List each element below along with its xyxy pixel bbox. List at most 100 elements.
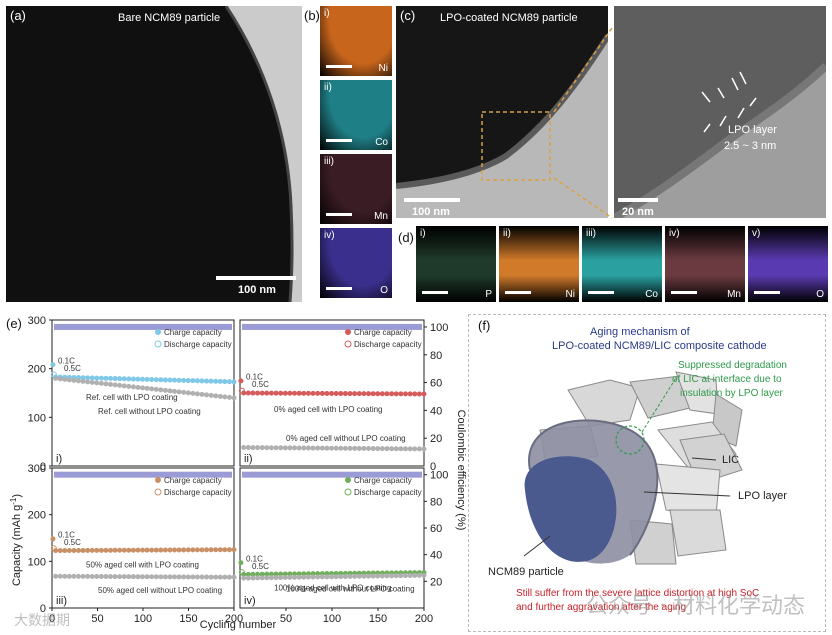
series-point — [94, 547, 100, 553]
tem-image-bare-particle — [6, 6, 302, 302]
legend-charge: Charge capacity — [164, 328, 222, 337]
series-point — [66, 573, 72, 579]
series-point — [185, 574, 191, 580]
y2-tick-label: 80 — [430, 350, 442, 362]
series-point — [149, 377, 155, 383]
tem-image-coated-particle — [396, 6, 608, 218]
series-point — [333, 390, 339, 396]
annotation-without-coating: 100% aged cell without LPO coating — [286, 584, 415, 593]
mechanism-title-2: LPO-coated NCM89/LIC composite cathode — [552, 340, 767, 352]
ncm-particle-label: NCM89 particle — [488, 566, 564, 578]
series-point — [259, 575, 265, 581]
rate-label: 0.1C — [58, 356, 75, 365]
series-point — [379, 391, 385, 397]
b-map-element-label: Ni — [378, 63, 388, 74]
series-point — [217, 393, 223, 399]
y-tick-label: 100 — [28, 412, 46, 424]
y2-tick-label: 100 — [430, 322, 448, 334]
series-point — [361, 445, 367, 451]
series-point — [190, 378, 196, 384]
series-point — [315, 390, 321, 396]
lpo-layer-pointer-label: LPO layer — [738, 490, 787, 502]
series-point — [204, 574, 210, 580]
series-point — [305, 574, 311, 580]
legend-charge: Charge capacity — [354, 328, 412, 337]
series-point — [85, 379, 91, 385]
series-point — [310, 445, 316, 451]
b-map-roman: iii) — [324, 156, 334, 167]
lic-label: LIC — [722, 454, 740, 466]
series-point — [190, 547, 196, 553]
series-point — [282, 445, 288, 451]
series-point — [250, 390, 256, 396]
series-point — [296, 574, 302, 580]
series-point — [85, 573, 91, 579]
series-point — [135, 384, 141, 390]
scale-text-c: 100 nm — [412, 206, 450, 218]
series-point — [278, 445, 284, 451]
series-point — [384, 446, 390, 452]
series-point — [204, 547, 210, 553]
series-point — [421, 391, 427, 397]
legend-marker — [345, 477, 351, 483]
series-point — [130, 376, 136, 382]
series-point — [117, 382, 123, 388]
series-point — [421, 572, 427, 578]
hrtem-image-coating — [614, 6, 826, 218]
d-map-scale-bar — [422, 291, 448, 294]
series-point — [403, 573, 409, 579]
series-point — [352, 573, 358, 579]
formation-point — [238, 560, 244, 566]
formation-point — [238, 387, 245, 394]
rate-label: 0.5C — [64, 364, 81, 373]
series-point — [158, 547, 164, 553]
series-point — [176, 377, 182, 383]
series-point — [333, 574, 339, 580]
series-point — [375, 391, 381, 397]
x-tick-label: 150 — [179, 613, 197, 625]
series-point — [287, 390, 293, 396]
series-point — [194, 391, 200, 397]
series-point — [310, 574, 316, 580]
x-tick-label: 50 — [91, 613, 103, 625]
series-point — [278, 390, 284, 396]
series-point — [319, 445, 325, 451]
series-point — [398, 446, 404, 452]
panel-label-a: (a) — [10, 8, 26, 23]
series-point — [366, 446, 372, 452]
x-tick-label: 100 — [134, 613, 152, 625]
annotation-without-coating: 0% aged cell without LPO coating — [286, 434, 406, 443]
formation-point — [50, 371, 57, 378]
ce-series — [54, 471, 232, 478]
y-tick-label: 300 — [28, 463, 46, 475]
y-tick-label: 200 — [28, 510, 46, 522]
y-axis-title: Capacity (mAh g-1) — [9, 494, 23, 586]
series-point — [199, 378, 205, 384]
series-point — [264, 445, 270, 451]
subpanel-label: ii) — [244, 453, 253, 465]
series-point — [149, 547, 155, 553]
series-point — [379, 446, 385, 452]
x-tick-label: 100 — [323, 613, 341, 625]
d-map-roman: i) — [420, 228, 426, 239]
series-point — [361, 391, 367, 397]
series-point — [89, 547, 95, 553]
series-point — [62, 573, 68, 579]
d-map-roman: iii) — [586, 228, 596, 239]
series-point — [181, 547, 187, 553]
legend-marker — [155, 477, 161, 483]
series-point — [85, 547, 91, 553]
series-point — [231, 379, 237, 385]
series-point — [305, 445, 311, 451]
b-map-roman: iv) — [324, 230, 335, 241]
series-point — [108, 381, 114, 387]
series-point — [121, 376, 127, 382]
series-point — [53, 573, 59, 579]
series-point — [268, 390, 274, 396]
series-point — [292, 574, 298, 580]
series-point — [94, 573, 100, 579]
scale-bar-c — [404, 198, 460, 202]
series-point — [208, 574, 214, 580]
series-point — [416, 572, 422, 578]
series-point — [57, 376, 63, 382]
